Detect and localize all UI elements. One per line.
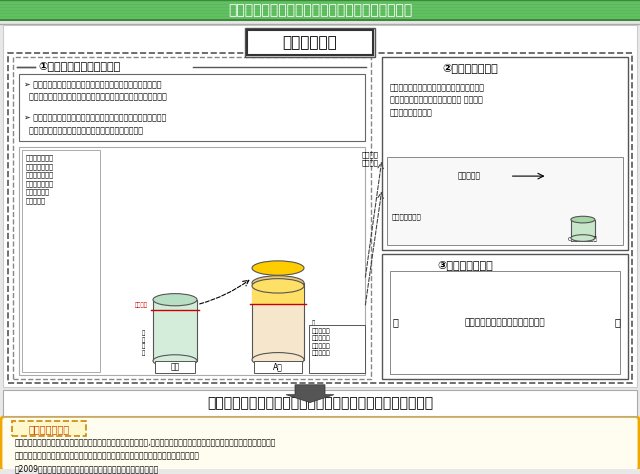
FancyBboxPatch shape — [1, 417, 639, 471]
Bar — [390, 271, 620, 374]
Bar — [13, 57, 371, 379]
Bar — [254, 361, 302, 373]
Text: 制度のポイント: 制度のポイント — [28, 424, 70, 434]
Text: 必要な排出
量の算定・
報告、検証
等を実施。: 必要な排出 量の算定・ 報告、検証 等を実施。 — [312, 328, 331, 356]
Text: 実
績
出
量: 実 績 出 量 — [312, 321, 316, 346]
Bar — [153, 300, 197, 361]
Ellipse shape — [252, 276, 304, 290]
Text: 自主行動計画と
整合的な目標，
妥当性を政府で
審査の上，関係
審議会等で評
価・検証。: 自主行動計画と 整合的な目標， 妥当性を政府で 審査の上，関係 審議会等で評 価… — [26, 155, 54, 204]
Text: 」: 」 — [615, 318, 621, 328]
Bar — [382, 57, 628, 250]
Bar — [387, 156, 623, 246]
Text: ・国内統合市場として，様々な排出枠・クレジットが目標達成のために活用可能とする。: ・国内統合市場として，様々な排出枠・クレジットが目標達成のために活用可能とする。 — [15, 451, 200, 460]
Polygon shape — [286, 385, 334, 402]
Bar — [3, 25, 637, 387]
Bar — [382, 254, 628, 379]
Text: 自主行動計画への反映等を通じて京都議定書目標達成に貢献: 自主行動計画への反映等を通じて京都議定書目標達成に貢献 — [207, 396, 433, 410]
Bar — [252, 283, 304, 360]
Text: 排出量取引の国内統合市場の試行的実施について: 排出量取引の国内統合市場の試行的実施について — [228, 3, 412, 17]
Text: 実
績
出
量: 実 績 出 量 — [141, 331, 145, 356]
Ellipse shape — [153, 293, 197, 306]
Text: 日社: 日社 — [170, 363, 180, 372]
Bar — [3, 390, 637, 417]
Text: ①試行排出量取引スキーム: ①試行排出量取引スキーム — [38, 62, 120, 72]
Bar — [247, 30, 373, 55]
Text: 国内統合市場: 国内統合市場 — [283, 35, 337, 50]
Bar — [19, 147, 365, 375]
Bar — [8, 54, 632, 383]
Text: 大企業等が技術・資金等を提供して中小企業
等が行った排出抑制の取組を認証 国内クレ
ジット）する制度。: 大企業等が技術・資金等を提供して中小企業 等が行った排出抑制の取組を認証 国内ク… — [390, 83, 485, 117]
Ellipse shape — [252, 353, 304, 367]
Ellipse shape — [153, 355, 197, 367]
Bar — [252, 286, 304, 304]
Ellipse shape — [571, 216, 595, 223]
Bar — [309, 326, 365, 373]
Text: 「: 「 — [393, 318, 399, 328]
Ellipse shape — [571, 235, 595, 241]
Text: ③京都クレジット: ③京都クレジット — [437, 261, 493, 271]
Text: ・大企業，中小企業問わず，あらゆる業種の企業等様々な主体が,実効性のある排出削減を行うための様々なメニューを用意。: ・大企業，中小企業問わず，あらゆる業種の企業等様々な主体が,実効性のある排出削減… — [15, 438, 276, 447]
Text: 資金・技術: 資金・技術 — [458, 172, 481, 181]
Text: ②国内クレジット: ②国内クレジット — [442, 64, 498, 74]
Text: 協働（共
同）事業: 協働（共 同）事業 — [362, 152, 378, 166]
Bar — [0, 0, 640, 20]
Text: 削減目標: 削減目標 — [135, 302, 148, 308]
Ellipse shape — [252, 279, 304, 293]
Text: ・2009年初頭（１～３月）および秋頃にフォローアップを行う。: ・2009年初頭（１～３月）および秋頃にフォローアップを行う。 — [15, 464, 159, 473]
Bar — [245, 27, 375, 57]
Ellipse shape — [252, 261, 304, 275]
Text: ➢ 排出総量目標，原単位目標など様々なオプションが選択可能で
  あり，多くの企業の参加を得て日本型モデルを検討。: ➢ 排出総量目標，原単位目標など様々なオプションが選択可能で あり，多くの企業の… — [24, 114, 166, 135]
Bar — [571, 219, 595, 238]
Text: 海外における温室効果ガス削減分: 海外における温室効果ガス削減分 — [465, 318, 545, 327]
Text: ➢ 企業が自主削減目標を設定，その達成を目指して排出削減を
  進める。目標達成のためには，排出枠・クレジットが取引可能。: ➢ 企業が自主削減目標を設定，その達成を目指して排出削減を 進める。目標達成のた… — [24, 80, 167, 101]
Text: 国内クレジット: 国内クレジット — [392, 214, 422, 220]
Bar — [19, 74, 365, 141]
Bar — [155, 361, 195, 373]
FancyBboxPatch shape — [12, 421, 86, 436]
Text: C社（中小企業等）: C社（中小企業等） — [568, 237, 598, 242]
Bar — [22, 150, 100, 372]
Text: A社: A社 — [273, 363, 283, 372]
